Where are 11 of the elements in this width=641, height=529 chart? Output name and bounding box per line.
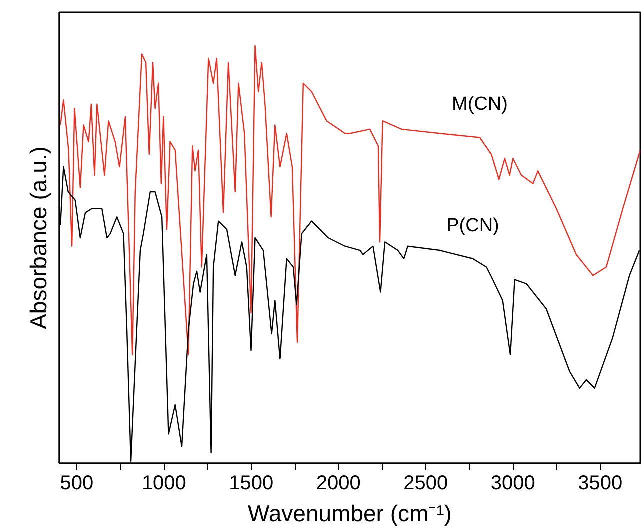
x-tick-label: 500 <box>60 472 94 494</box>
x-tick-label: 3500 <box>578 472 623 494</box>
x-tick-label: 2500 <box>404 472 448 494</box>
x-axis-title: Wavenumber (cm⁻¹) <box>248 500 452 526</box>
x-tick-label: 1000 <box>142 472 186 494</box>
series-label: P(CN) <box>446 215 500 236</box>
y-axis-title: Absorbance (a.u.) <box>26 146 52 330</box>
series-label: M(CN) <box>452 94 508 116</box>
x-tick-label: 3000 <box>490 472 536 494</box>
x-tick-label: 1500 <box>229 472 274 494</box>
x-tick-label: 2000 <box>316 472 361 494</box>
